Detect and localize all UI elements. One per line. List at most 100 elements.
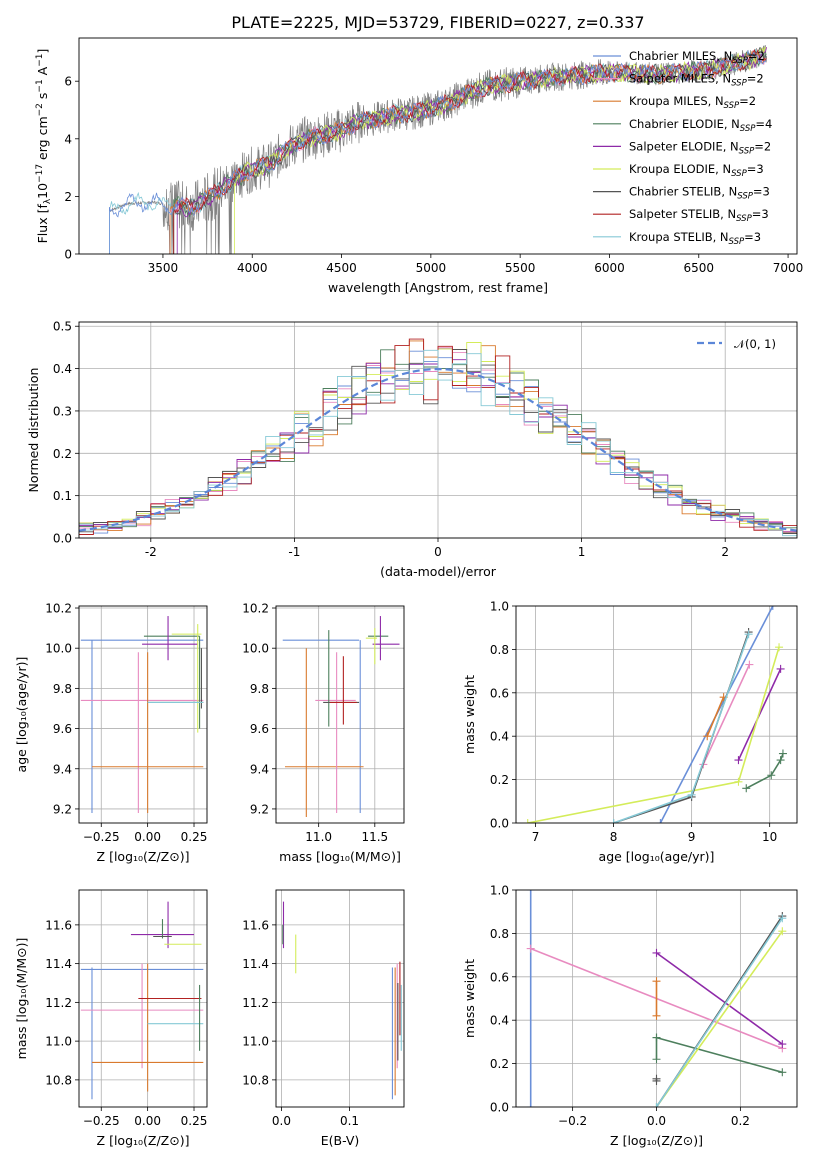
weight_vs_age-point-marker [775, 643, 784, 652]
spectrum-legend-label: Salpeter STELIB, N [629, 207, 736, 221]
weight_vs_Z-point-marker [778, 1068, 787, 1077]
spectrum-legend-sub: SSP [731, 169, 747, 179]
spectrum-legend-sub: SSP [736, 214, 752, 224]
weight_vs_Z-point-marker [652, 1033, 661, 1042]
weight_vs_age-xtick-label: 8 [610, 830, 618, 844]
spectrum-xtick-label: 6500 [683, 261, 714, 275]
mass_vs_Z-xtick-label: 0.00 [134, 1114, 161, 1128]
weight_vs_Z-xtick-label: 0.2 [731, 1114, 750, 1128]
weight_vs_Z-ytick-label: 0.4 [490, 1014, 509, 1028]
weight_vs_age-ytick-label: 1.0 [490, 600, 509, 614]
weight_vs_Z-point-marker [652, 1103, 661, 1107]
weight_vs_age-point-marker [776, 664, 785, 673]
spectrum-xtick-label: 7000 [773, 261, 804, 275]
residuals-xtick-label: 1 [578, 545, 586, 559]
mass_vs_ebv-frame [275, 889, 405, 1108]
weight_vs_age-plot: 7 8 9 10 0.0 0.2 0.4 0.6 0.8 1.0 age [log₁₀(age/yr… [462, 600, 798, 864]
weight_vs_Z-point-marker [652, 977, 661, 986]
spectrum-frame [78, 37, 798, 255]
spectrum-legend-tail: =3 [747, 162, 764, 176]
spectrum-legend-label: Chabrier ELODIE, NSSP=4 [629, 117, 772, 134]
spectrum-legend-label: Kroupa ELODIE, NSSP=3 [629, 162, 764, 179]
residuals-xtick-label: -2 [145, 545, 157, 559]
mass_vs_Z-plot: −0.25 0.00 0.25 10.8 11.0 11.2 11.4 11.6 Z [log₁… [14, 889, 208, 1148]
age_vs_Z-ylabel: age [log₁₀(age/yr)] [14, 657, 29, 773]
age_vs_mass-ytick-label: 9.8 [250, 682, 269, 696]
spectrum-ylabel: Flux [fλ10−17 erg cm−2 s−1 A−1] [35, 49, 53, 244]
age_vs_Z-plot: −0.25 0.00 0.25 9.2 9.4 9.6 9.8 10.0 10.2 Z [log₁… [14, 602, 208, 864]
mass_vs_ebv-ytick-label: 11.4 [242, 957, 269, 971]
spectrum-legend-label: Salpeter ELODIE, N [629, 139, 739, 153]
weight_vs_age-point-marker [703, 732, 712, 741]
weight_vs_age-series-line [527, 646, 780, 823]
weight_vs_age-point-marker [744, 630, 753, 639]
mass_vs_Z-xtick-label: −0.25 [83, 1114, 120, 1128]
spectrum-legend-tail: =2 [748, 49, 765, 63]
spectrum-legend-tail: =3 [753, 185, 770, 199]
weight_vs_age-point-marker [745, 660, 754, 669]
spectrum-ylabel-part: s [35, 93, 50, 104]
figure-title: PLATE=2225, MJD=53729, FIBERID=0227, z=0… [231, 13, 644, 32]
weight_vs_age-point-marker [656, 819, 665, 823]
residuals-ytick-label: 0.1 [53, 489, 72, 503]
weight_vs_Z-series-line [655, 930, 783, 1107]
weight_vs_Z-point-marker [652, 1055, 661, 1064]
weight_vs_age-xtick-label: 7 [532, 830, 540, 844]
weight_vs_age-xtick-label: 9 [688, 830, 696, 844]
weight_vs_Z-point-marker [652, 1011, 661, 1020]
spectrum-ylabel-part: erg cm [35, 116, 50, 164]
weight_vs_age-series-line [745, 753, 784, 790]
age_vs_Z-xtick-label: 0.25 [181, 830, 208, 844]
residuals-xtick-label: -1 [288, 545, 300, 559]
age_vs_mass-plot: 11.0 11.5 9.2 9.4 9.6 9.8 10.0 10.2 mass [log₁₀(… [242, 602, 405, 864]
mass_vs_Z-marks [80, 901, 204, 1100]
mass_vs_Z-ytick-label: 11.6 [45, 918, 72, 932]
mass_vs_ebv-plot: 0.0 0.1 10.8 11.0 11.2 11.4 11.6 E(B-V) [242, 889, 405, 1148]
spectrum-ytick-label: 6 [64, 75, 72, 89]
weight_vs_age-series-line [706, 696, 725, 737]
weight_vs_Z-series-line [655, 917, 783, 1107]
residuals-hist-step [79, 349, 797, 537]
spectrum-legend-tail: =4 [755, 117, 772, 131]
mass_vs_ebv-xlabel: E(B-V) [321, 1133, 360, 1148]
mass_vs_Z-xlabel: Z [log₁₀(Z/Z⊙)] [97, 1133, 190, 1148]
weight_vs_age-ytick-label: 0.6 [490, 686, 509, 700]
spectrum-model-line [173, 51, 767, 254]
residuals-xtick-label: 0 [434, 545, 442, 559]
spectrum-model-line [109, 49, 767, 254]
weight_vs_age-ytick-label: 0.4 [490, 730, 509, 744]
weight_vs_age-marks [523, 606, 787, 823]
weight_vs_Z-marks [526, 890, 787, 1107]
spectrum-legend-label: Salpeter MILES, NSSP=2 [629, 72, 764, 89]
spectrum-legend-label: Chabrier STELIB, N [629, 185, 737, 199]
residuals-legend-label: 𝒩(0, 1) [734, 337, 776, 351]
weight_vs_age-series-line [613, 631, 750, 823]
spectrum-legend-label: Chabrier STELIB, NSSP=3 [629, 185, 770, 202]
spectrum-legend-sub: SSP [732, 56, 748, 66]
age_vs_Z-marks [80, 616, 204, 813]
weight_vs_Z-series-line [656, 952, 783, 1045]
spectrum-ylabel-part: 10 [35, 183, 50, 199]
residuals-ytick-label: 0.0 [53, 532, 72, 546]
spectrum-ylabel-part: −1 [35, 79, 45, 92]
spectrum-marks [109, 44, 767, 254]
weight_vs_age-series-line [702, 664, 751, 765]
residuals-ytick-label: 0.5 [53, 320, 72, 334]
spectrum-model-line [173, 47, 767, 254]
weight_vs_age-point-marker [734, 756, 743, 765]
weight_vs_Z-ytick-label: 0.0 [490, 1101, 509, 1115]
weight_vs_Z-point-marker [778, 927, 787, 936]
mass_vs_ebv-marks [282, 901, 402, 1100]
residuals-ylabel: Normed distribution [26, 368, 41, 493]
mass_vs_Z-ytick-label: 11.4 [45, 957, 72, 971]
weight_vs_age-point-marker [734, 777, 743, 786]
residuals-gauss-curve [79, 367, 797, 532]
spectrum-xtick-label: 4500 [326, 261, 357, 275]
weight_vs_Z-point-marker [652, 948, 661, 957]
weight_vs_Z-point-marker [778, 1040, 787, 1049]
mass_vs_Z-ytick-label: 11.2 [45, 996, 72, 1010]
age_vs_mass-xtick-label: 11.5 [361, 830, 388, 844]
residuals-plot: -2 -1 0 1 2 0.0 0.1 0.2 0.3 0.4 0.5 (data-model)/er… [26, 320, 798, 579]
mass_vs_Z-frame [78, 889, 208, 1108]
mass_vs_ebv-ytick-label: 10.8 [242, 1073, 269, 1087]
